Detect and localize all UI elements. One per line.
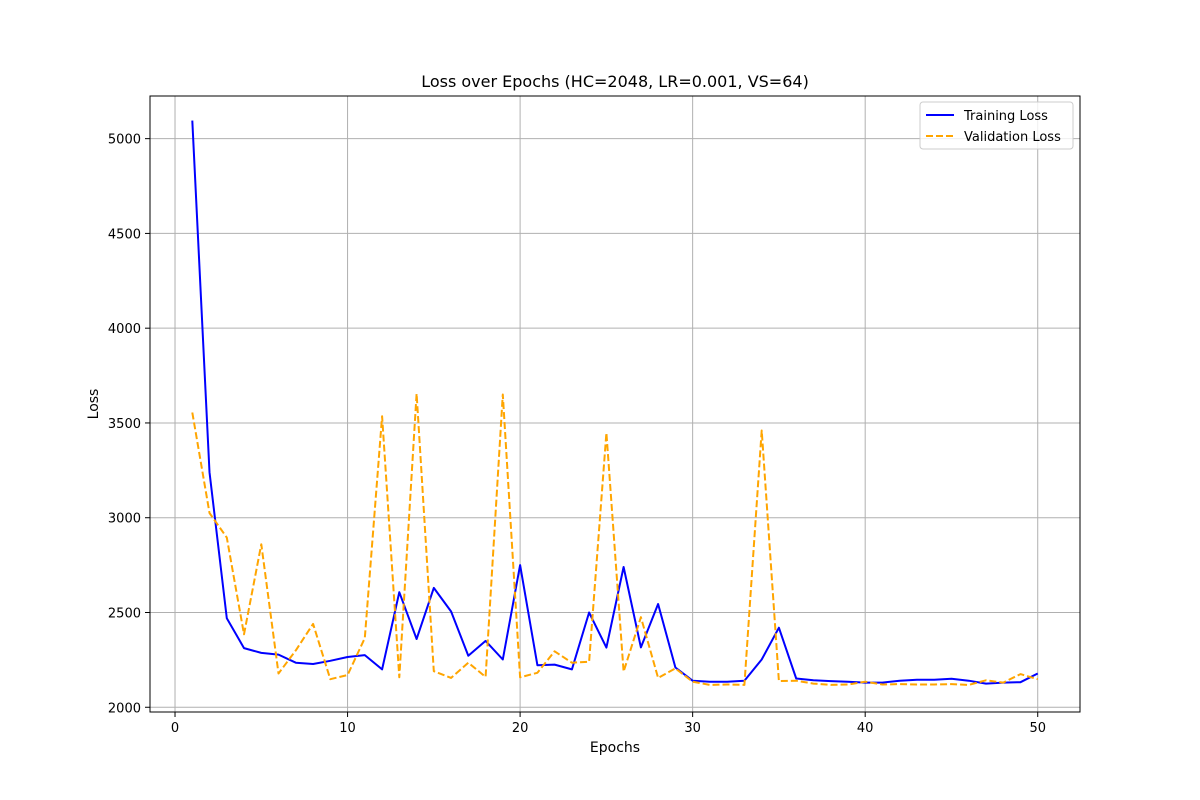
series-line-validation-loss: [191, 392, 1038, 686]
series-line-training-loss: [191, 120, 1039, 685]
legend: Training Loss Validation Loss: [919, 101, 1074, 150]
x-tick-label: 40: [857, 721, 874, 736]
x-tick-label: 0: [171, 721, 179, 736]
plot-frame: [149, 95, 1081, 713]
legend-box: [919, 101, 1074, 150]
y-tick-label: 4500: [108, 227, 141, 242]
chart-title: Loss over Epochs (HC=2048, LR=0.001, VS=…: [421, 72, 809, 91]
series-layer: [191, 120, 1039, 686]
ticks: 0 10 20 30 40 50 2000 2500 3000 3500 4000 4500 5000: [108, 133, 1046, 736]
x-tick-label: 50: [1029, 721, 1046, 736]
grid: [150, 96, 1080, 712]
y-tick-label: 3000: [108, 512, 141, 527]
y-tick-label: 2500: [108, 606, 141, 621]
legend-label: Validation Loss: [964, 130, 1061, 145]
x-tick-label: 20: [512, 721, 529, 736]
y-axis-title: Loss: [86, 389, 102, 420]
y-tick-label: 4000: [108, 322, 141, 337]
x-tick-label: 10: [339, 721, 356, 736]
legend-label: Training Loss: [963, 109, 1048, 124]
x-axis-title: Epochs: [590, 740, 640, 756]
y-tick-label: 2000: [108, 701, 141, 716]
x-tick-label: 30: [684, 721, 701, 736]
y-tick-label: 3500: [108, 417, 141, 432]
y-tick-label: 5000: [108, 133, 141, 148]
